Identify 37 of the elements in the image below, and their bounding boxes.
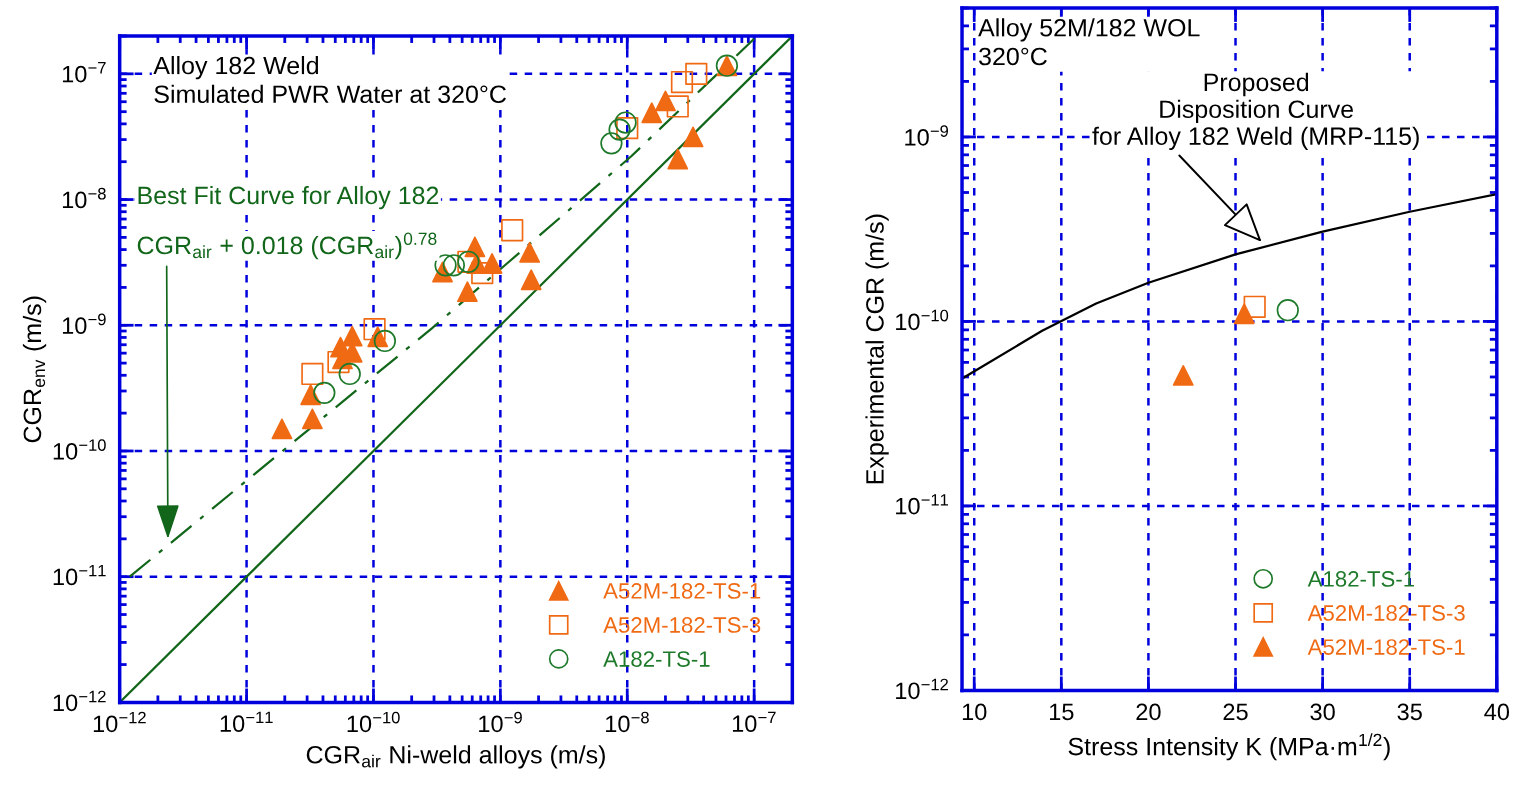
x-tick-label: 35: [1397, 703, 1422, 721]
x-tick-label: 30: [1310, 703, 1335, 721]
legend-label: A52M-182-TS-3: [1307, 605, 1465, 621]
y-tick-label: 10$^{−11}$: [53, 564, 106, 586]
x-tick-label: 40: [1484, 703, 1510, 721]
annotation: CGR$_{air}$ + 0.018 (CGR$_{air}$)$^{0.78}$: [137, 232, 437, 260]
annotation: Alloy 182 Weld Simulated PWR Water at 320°C: [153, 55, 506, 104]
x-axis-title: Stress Intensity K (MPa·m$^{1/2}$): [1068, 733, 1390, 761]
y-tick-label: 10$^{−7}$: [62, 62, 106, 83]
x-tick-label: 10$^{−10}$: [347, 711, 400, 733]
y-tick-label: 10$^{−8}$: [62, 187, 106, 209]
legend-label: A52M-182-TS-1: [1307, 639, 1465, 655]
x-tick-label: 25: [1223, 703, 1248, 721]
x-tick-label: 15: [1049, 703, 1074, 721]
y-tick-label: 10$^{−9}$: [905, 125, 949, 146]
y-axis-title: CGR$_{env}$ (m/s): [22, 296, 47, 443]
y-tick-label: 10$^{−10}$: [53, 439, 106, 460]
legend-label: A182-TS-1: [1307, 571, 1415, 587]
x-tick-label: 10: [962, 703, 987, 721]
x-tick-label: 10$^{−12}$: [93, 711, 146, 733]
x-tick-label: 10$^{−7}$: [732, 711, 776, 733]
x-tick-label: 20: [1136, 703, 1161, 721]
y-tick-label: 10$^{−10}$: [896, 309, 949, 331]
x-tick-label: 10$^{−8}$: [606, 711, 649, 733]
x-tick-label: 10$^{−11}$: [220, 711, 273, 733]
x-tick-label: 10$^{−9}$: [479, 711, 522, 733]
annotation: Best Fit Curve for Alloy 182: [138, 185, 439, 210]
annotation: Proposed Disposition Curve for Alloy 182 Weld (MRP-115): [1092, 72, 1419, 150]
legend-label: A52M-182-TS-1: [603, 583, 761, 599]
legend-label: A52M-182-TS-3: [603, 617, 761, 633]
legend-label: A182-TS-1: [603, 651, 710, 667]
y-axis-title: Experimental CGR (m/s): [865, 214, 889, 484]
y-tick-label: 10$^{−9}$: [62, 313, 106, 335]
y-tick-label: 10$^{−12}$: [896, 678, 948, 700]
x-axis-title: CGR$_{air}$ Ni-weld alloys (m/s): [306, 745, 605, 769]
y-tick-label: 10$^{−11}$: [896, 494, 948, 515]
annotation: Alloy 52M/182 WOL 320°C: [978, 18, 1200, 66]
